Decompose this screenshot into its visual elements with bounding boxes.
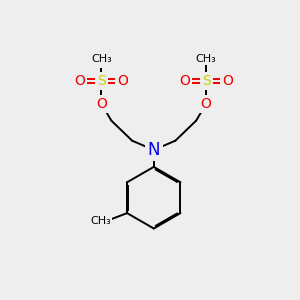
Text: O: O: [179, 74, 190, 88]
Text: O: O: [96, 97, 107, 111]
Text: O: O: [74, 74, 85, 88]
Text: S: S: [97, 52, 106, 66]
Text: O: O: [201, 97, 212, 111]
Text: CH₃: CH₃: [91, 216, 111, 226]
Text: N: N: [148, 141, 160, 159]
Text: CH₃: CH₃: [196, 54, 217, 64]
Text: CH₃: CH₃: [91, 54, 112, 64]
Text: O: O: [118, 74, 128, 88]
Text: S: S: [97, 74, 106, 88]
Text: O: O: [222, 74, 233, 88]
Text: S: S: [202, 74, 211, 88]
Text: S: S: [97, 49, 106, 63]
